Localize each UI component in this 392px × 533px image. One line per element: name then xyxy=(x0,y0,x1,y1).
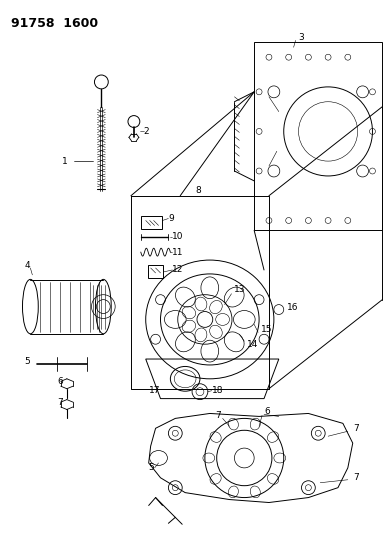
Text: 5: 5 xyxy=(149,463,154,472)
Bar xyxy=(148,265,163,278)
Text: 2: 2 xyxy=(144,127,149,136)
Text: 10: 10 xyxy=(172,232,184,241)
Bar xyxy=(141,215,162,229)
Text: 18: 18 xyxy=(212,386,223,395)
Text: 12: 12 xyxy=(172,265,184,274)
Bar xyxy=(254,42,382,230)
Text: 13: 13 xyxy=(234,285,246,294)
Text: 1: 1 xyxy=(62,157,68,166)
Text: 7: 7 xyxy=(57,398,63,407)
Text: 6: 6 xyxy=(57,377,63,386)
Text: 9: 9 xyxy=(169,214,174,223)
Text: 91758  1600: 91758 1600 xyxy=(11,17,98,30)
Text: 7: 7 xyxy=(353,424,359,433)
Text: 7: 7 xyxy=(215,411,220,420)
Text: 7: 7 xyxy=(353,473,359,482)
Text: 14: 14 xyxy=(247,340,259,349)
Text: 5: 5 xyxy=(24,357,30,366)
Text: 15: 15 xyxy=(261,325,272,334)
Text: 3: 3 xyxy=(299,33,304,42)
Text: 11: 11 xyxy=(172,248,184,257)
Text: 17: 17 xyxy=(149,386,160,395)
Text: 6: 6 xyxy=(264,407,270,416)
Text: 8: 8 xyxy=(195,187,201,195)
Text: 4: 4 xyxy=(24,261,30,270)
Text: 16: 16 xyxy=(287,303,298,312)
